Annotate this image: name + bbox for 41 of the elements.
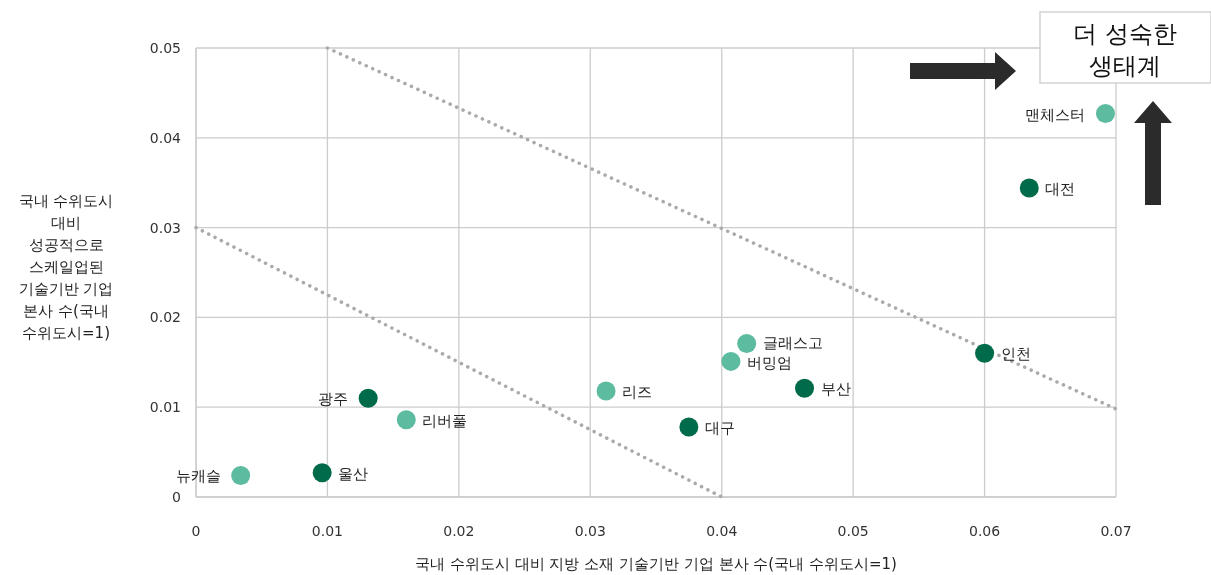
annotation: 버밍엄 [746,354,792,373]
annotation: 뉴캐슬 [175,467,221,486]
point [596,381,616,401]
x-tick-label: 0.03 [574,523,606,539]
point [1019,178,1039,198]
point [231,465,251,485]
y-tick-label: 0.01 [149,399,181,416]
point [1095,104,1115,124]
y-tick-label: 0.03 [149,219,181,236]
point [737,333,757,353]
x-tick-label: 0.01 [311,523,344,539]
y-tick-label: 0.02 [149,309,181,326]
y-tick-label: 0 [172,489,181,505]
annotation: 울산 [338,464,369,483]
point [358,388,378,408]
y-tick-label: 0.05 [149,40,181,56]
annotation: 리즈 [622,383,653,402]
annotation: 인천 [1000,345,1031,364]
x-tick-label: 0.05 [837,523,869,539]
annotation: 맨체스터 [1025,105,1086,124]
x-tick-label: 0 [191,523,201,539]
point [396,410,416,430]
annotation: 글래스고 [762,334,823,353]
x-tick-label: 0.02 [443,523,475,539]
x-tick-label: 0.06 [968,523,1001,539]
x-axis-title: 국내 수위도시 대비 지방 소재 기술기반 기업 본사 수(국내 수위도시=1) [415,555,897,573]
annotation: 부산 [820,380,851,399]
y-axis-title: 국내 수위도시 대비 성공적으로 스케일업된 기술기반 기업 본사 수(국내 수위도시=1) [18,192,114,342]
annotation: 더 성숙한 생태계 [1073,20,1177,80]
point [721,351,741,371]
point [795,378,815,398]
x-tick-label: 0.07 [1100,523,1132,539]
annotation: 리버풀 [422,411,468,430]
point [975,343,995,363]
point [312,463,332,483]
point [679,417,699,437]
annotation: 대구 [704,418,735,437]
annotation: 대전 [1045,180,1076,199]
x-tick-label: 0.04 [706,523,738,539]
annotation: 광주 [318,390,349,409]
y-tick-label: 0.04 [149,129,182,146]
